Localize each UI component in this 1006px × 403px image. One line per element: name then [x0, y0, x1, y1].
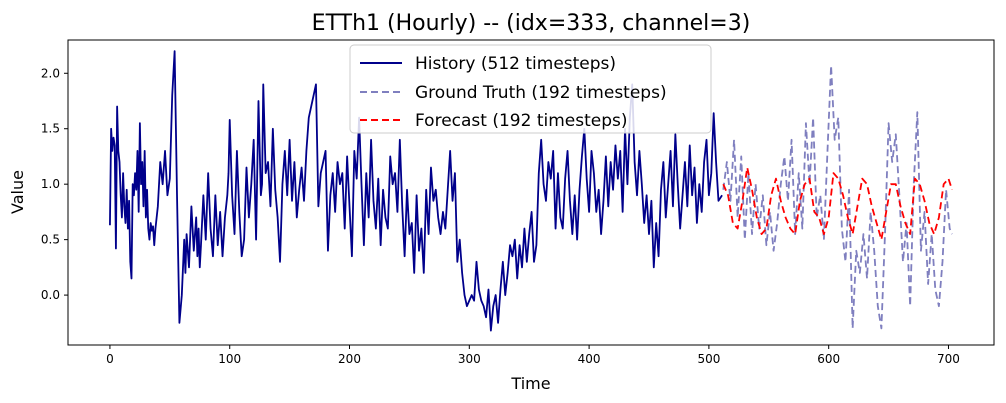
y-tick-label: 1.0: [41, 177, 60, 191]
x-tick-label: 200: [338, 352, 361, 366]
y-tick-label: 0.5: [41, 233, 60, 247]
legend-box: [349, 44, 712, 134]
chart-title: ETTh1 (Hourly) -- (idx=333, channel=3): [312, 11, 751, 36]
x-tick-label: 100: [218, 352, 241, 366]
x-tick-label: 400: [578, 352, 601, 366]
y-axis: 0.0 0.5 1.0 1.5 2.0: [41, 66, 68, 302]
legend-label-ground-truth: Ground Truth (192 timesteps): [415, 83, 667, 103]
y-tick-label: 1.5: [41, 122, 60, 136]
x-axis: 0 100 200 300 400 500 600 700: [106, 345, 960, 366]
series-layer: [109, 50, 953, 332]
x-tick-label: 300: [458, 352, 481, 366]
x-tick-label: 0: [106, 352, 114, 366]
legend: History (512 timesteps) Ground Truth (19…: [349, 44, 712, 134]
x-axis-label: Time: [510, 374, 550, 393]
series-line-forecast: [722, 166, 953, 241]
x-tick-label: 500: [697, 352, 720, 366]
y-tick-label: 2.0: [41, 66, 60, 80]
legend-label-forecast: Forecast (192 timesteps): [415, 111, 628, 131]
y-tick-label: 0.0: [41, 288, 60, 302]
x-tick-label: 600: [817, 352, 840, 366]
y-axis-label: Value: [8, 170, 27, 214]
x-tick-label: 700: [937, 352, 960, 366]
legend-label-history: History (512 timesteps): [415, 54, 616, 74]
series-line-ground-truth: [722, 64, 953, 330]
plot-frame: [67, 39, 995, 346]
series-line-history: [109, 50, 723, 332]
